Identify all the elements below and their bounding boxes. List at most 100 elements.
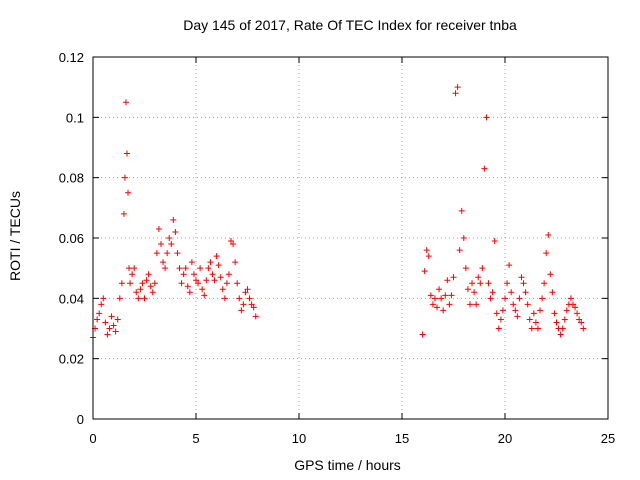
data-point	[160, 259, 167, 266]
data-point	[493, 310, 500, 317]
data-point	[178, 280, 185, 287]
data-point	[170, 216, 177, 223]
y-tick-label: 0.06	[59, 231, 84, 246]
data-point	[518, 274, 525, 281]
x-tick-label: 25	[601, 431, 615, 446]
data-point	[145, 271, 152, 278]
data-point	[94, 316, 101, 323]
data-point	[120, 210, 127, 217]
data-point	[221, 295, 228, 302]
data-point	[580, 325, 587, 332]
data-point	[510, 301, 517, 308]
data-point	[252, 313, 259, 320]
data-point	[248, 301, 255, 308]
x-tick-label: 15	[395, 431, 409, 446]
data-point	[242, 289, 249, 296]
data-point	[211, 277, 218, 284]
data-point	[520, 280, 527, 287]
data-point	[176, 265, 183, 272]
data-point	[534, 325, 541, 332]
data-point	[151, 280, 158, 287]
data-point	[460, 235, 467, 241]
y-tick-label: 0.04	[59, 291, 84, 306]
data-point	[578, 319, 585, 326]
data-point	[508, 289, 515, 296]
data-point	[157, 241, 164, 248]
data-point	[190, 271, 197, 278]
data-point	[487, 295, 494, 302]
data-point	[110, 322, 117, 329]
x-tick-label: 0	[89, 431, 96, 446]
data-point	[427, 292, 434, 299]
data-point	[557, 331, 564, 338]
data-point	[126, 265, 133, 272]
data-point	[199, 286, 206, 293]
chart-title: Day 145 of 2017, Rate Of TEC Index for r…	[183, 17, 517, 33]
data-point	[143, 277, 150, 284]
y-tick-label: 0.08	[59, 171, 84, 186]
data-point	[129, 271, 136, 278]
data-point	[438, 295, 445, 302]
data-point	[489, 289, 496, 296]
data-point	[153, 250, 160, 257]
data-point	[225, 271, 232, 278]
data-point	[469, 280, 476, 287]
data-point	[485, 280, 492, 287]
data-point	[250, 304, 257, 311]
data-point	[213, 253, 220, 260]
data-point	[246, 295, 253, 302]
data-point	[539, 295, 546, 302]
data-point	[559, 325, 566, 332]
data-point	[442, 292, 449, 299]
data-point	[541, 280, 548, 287]
data-point	[232, 259, 239, 266]
data-point	[201, 292, 208, 299]
data-point	[186, 289, 193, 296]
data-point	[137, 286, 144, 293]
data-point	[102, 319, 109, 326]
data-point	[524, 301, 531, 308]
data-point	[576, 316, 583, 323]
data-point	[228, 238, 235, 245]
y-tick-label: 0.12	[59, 50, 84, 65]
data-point	[193, 277, 199, 284]
data-point	[497, 316, 504, 323]
data-point	[436, 286, 443, 293]
data-point	[506, 262, 513, 269]
data-point	[481, 165, 488, 172]
data-point	[448, 292, 455, 299]
data-point	[528, 325, 535, 332]
data-point	[495, 325, 502, 332]
data-point	[131, 265, 138, 272]
y-axis-label: ROTI / TECUs	[7, 191, 23, 281]
data-point	[572, 304, 579, 311]
data-point	[123, 150, 130, 157]
data-point	[135, 295, 142, 302]
data-point	[133, 289, 140, 296]
data-point	[234, 280, 241, 287]
data-point	[149, 289, 156, 296]
data-point	[104, 331, 111, 338]
data-point	[236, 295, 243, 302]
data-point	[458, 207, 465, 214]
data-point	[530, 310, 537, 317]
data-point	[431, 295, 438, 302]
data-point	[477, 280, 484, 287]
data-point	[549, 289, 556, 296]
data-point	[567, 295, 574, 302]
data-point	[446, 301, 453, 308]
y-tick-labels: 0 0.02 0.04 0.06 0.08 0.1 0.12	[59, 50, 84, 427]
x-tick-label: 5	[192, 431, 199, 446]
data-point	[473, 301, 480, 308]
data-point	[491, 238, 498, 245]
data-point	[429, 301, 436, 308]
data-point	[454, 84, 461, 91]
data-point	[155, 225, 162, 232]
data-point	[499, 307, 506, 314]
data-point	[537, 307, 544, 314]
data-point	[425, 253, 432, 260]
data-point	[172, 228, 179, 235]
data-point	[114, 316, 121, 323]
data-point	[450, 274, 457, 281]
